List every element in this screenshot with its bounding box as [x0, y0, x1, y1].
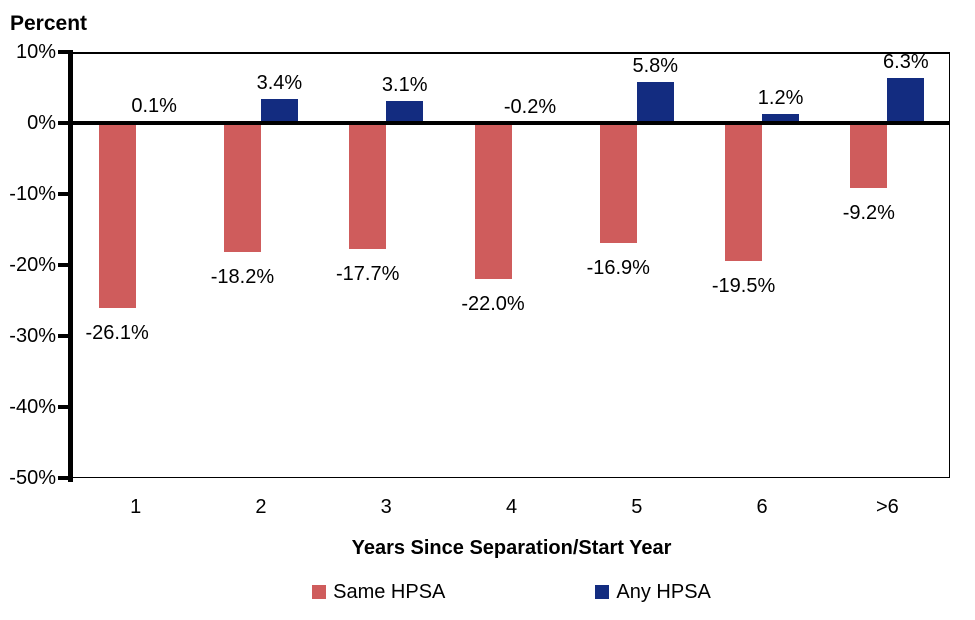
data-label: -22.0% [461, 293, 525, 316]
data-label: 0.1% [131, 95, 177, 118]
legend-label: Same HPSA [333, 581, 446, 603]
y-tick-mark [58, 50, 68, 54]
x-axis-title: Years Since Separation/Start Year [351, 537, 672, 559]
legend-label: Any HPSA [616, 581, 711, 603]
legend: Same HPSA Any HPSA [73, 581, 950, 603]
y-tick-label: -10% [9, 183, 56, 205]
bar-same-hpsa->6 [850, 123, 888, 189]
y-tick-mark [58, 405, 68, 409]
y-tick-mark [58, 192, 68, 196]
x-category-label: 5 [631, 496, 643, 518]
bar-same-hpsa-2 [223, 123, 261, 253]
y-tick-mark [58, 334, 68, 338]
y-tick-label: -30% [9, 325, 56, 347]
zero-line [73, 120, 950, 125]
legend-swatch-icon [312, 585, 327, 599]
bar-any-hpsa-5 [636, 81, 674, 123]
data-label: 1.2% [757, 87, 804, 110]
bar-same-hpsa-4 [474, 123, 512, 280]
bar-any-hpsa-3 [386, 100, 424, 123]
x-category-label: 1 [130, 496, 142, 518]
data-label: -26.1% [85, 322, 149, 345]
data-label: 6.3% [883, 51, 929, 74]
plot-border-top [73, 52, 950, 54]
data-label: -16.9% [586, 256, 650, 279]
y-tick-label: 10% [15, 41, 56, 63]
y-axis-line [68, 50, 73, 482]
x-category-label: 4 [505, 496, 518, 518]
legend-swatch-icon [595, 585, 610, 599]
bar-same-hpsa-5 [599, 123, 637, 243]
x-category-label: 3 [380, 496, 392, 518]
y-tick-label: -20% [9, 254, 56, 276]
y-tick-label: -50% [9, 467, 56, 489]
data-label: 3.1% [381, 73, 428, 96]
bar-same-hpsa-6 [725, 123, 763, 262]
bar-any-hpsa-6 [762, 114, 800, 123]
y-tick-mark [58, 476, 68, 480]
data-label: -17.7% [336, 262, 400, 285]
data-label: -19.5% [711, 275, 776, 298]
x-category-label: >6 [875, 496, 899, 518]
y-axis-unit-label: Percent [10, 12, 88, 35]
legend-item-any-hpsa: Any HPSA [595, 581, 711, 603]
plot-border-right [948, 52, 950, 478]
x-category-label: 6 [756, 496, 768, 518]
bar-any-hpsa-2 [260, 98, 298, 123]
x-category-label: 2 [255, 496, 267, 518]
legend-item-same-hpsa: Same HPSA [312, 581, 445, 603]
bar-same-hpsa-3 [349, 123, 387, 249]
data-label: -9.2% [842, 202, 895, 225]
data-label: 3.4% [256, 71, 303, 94]
y-tick-label: 0% [27, 112, 56, 134]
data-label: -18.2% [210, 266, 275, 289]
y-tick-mark [58, 121, 68, 125]
bar-same-hpsa-1 [98, 123, 136, 309]
plot-border-bottom [73, 476, 950, 478]
y-tick-mark [58, 263, 68, 267]
bar-any-hpsa->6 [887, 78, 925, 123]
data-label: -0.2% [503, 96, 557, 118]
data-label: 5.8% [632, 54, 679, 77]
y-tick-label: -40% [9, 396, 56, 418]
